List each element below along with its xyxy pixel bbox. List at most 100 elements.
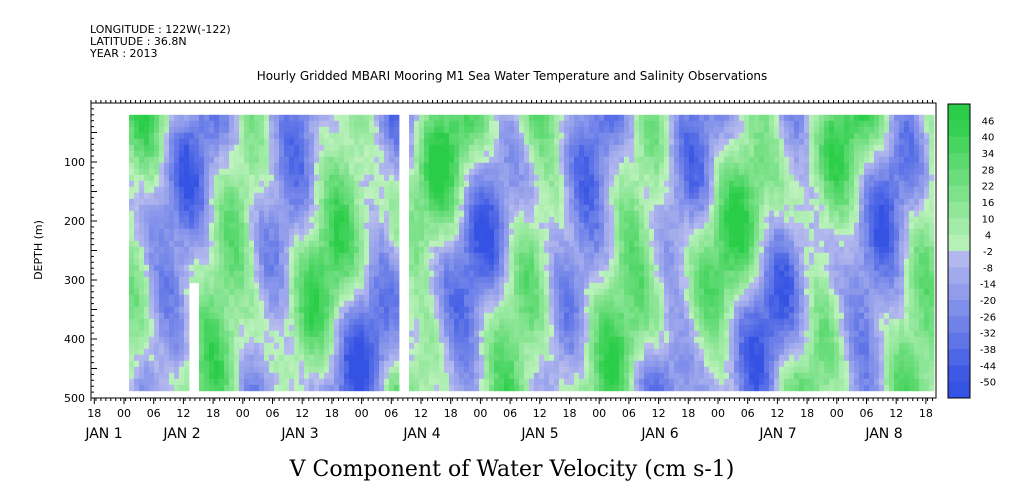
heatmap-cell (134, 264, 140, 272)
heatmap-cell (429, 384, 435, 392)
heatmap-cell (274, 198, 280, 206)
heatmap-cell (644, 336, 650, 344)
heatmap-cell (534, 216, 540, 224)
heatmap-cell (374, 144, 380, 152)
heatmap-cell (644, 348, 650, 356)
heatmap-cell (554, 288, 560, 296)
heatmap-cell (139, 360, 145, 368)
heatmap-cell (454, 258, 460, 266)
heatmap-cell (619, 120, 625, 128)
heatmap-cell (444, 186, 450, 194)
heatmap-cell (679, 366, 685, 374)
heatmap-cell (669, 144, 675, 152)
heatmap-cell (664, 120, 670, 128)
heatmap-cell (269, 330, 275, 338)
heatmap-cell (459, 342, 465, 350)
heatmap-cell (444, 264, 450, 272)
heatmap-cell (384, 222, 390, 230)
heatmap-cell (604, 360, 610, 368)
heatmap-cell (334, 162, 340, 170)
heatmap-cell (319, 222, 325, 230)
heatmap-cell (329, 216, 335, 224)
heatmap-cell (249, 174, 255, 182)
heatmap-cell (184, 222, 190, 230)
heatmap-cell (649, 258, 655, 266)
heatmap-cell (524, 360, 530, 368)
heatmap-cell (339, 306, 345, 314)
heatmap-cell (234, 138, 240, 146)
heatmap-cell (624, 174, 630, 182)
heatmap-cell (199, 360, 205, 368)
heatmap-cell (584, 378, 590, 386)
heatmap-cell (194, 144, 200, 152)
heatmap-cell (619, 282, 625, 290)
heatmap-cell (304, 330, 310, 338)
heatmap-cell (459, 156, 465, 164)
heatmap-cell (279, 288, 285, 296)
heatmap-cell (639, 132, 645, 140)
heatmap-cell (434, 306, 440, 314)
heatmap-cell (374, 264, 380, 272)
heatmap-cell (239, 366, 245, 374)
heatmap-cell (664, 222, 670, 230)
heatmap-cell (634, 180, 640, 188)
heatmap-cell (324, 348, 330, 356)
heatmap-cell (649, 156, 655, 164)
heatmap-cell (629, 264, 635, 272)
heatmap-cell (169, 246, 175, 254)
heatmap-cell (629, 378, 635, 386)
heatmap-cell (659, 258, 665, 266)
heatmap-cell (584, 156, 590, 164)
heatmap-cell (409, 270, 415, 278)
heatmap-cell (529, 348, 535, 356)
heatmap-cell (514, 276, 520, 284)
heatmap-cell (519, 234, 525, 242)
heatmap-cell (159, 288, 165, 296)
heatmap-cell (149, 342, 155, 350)
heatmap-cell (624, 258, 630, 266)
heatmap-cell (579, 186, 585, 194)
heatmap-cell (354, 246, 360, 254)
heatmap-cell (484, 270, 490, 278)
heatmap-cell (424, 144, 430, 152)
heatmap-cell (539, 150, 545, 158)
heatmap-cell (289, 384, 295, 392)
heatmap-cell (459, 372, 465, 380)
heatmap-cell (424, 114, 430, 122)
heatmap-cell (149, 156, 155, 164)
heatmap-cell (469, 168, 475, 176)
heatmap-cell (364, 234, 370, 242)
heatmap-cell (289, 294, 295, 302)
heatmap-cell (539, 288, 545, 296)
heatmap-cell (429, 270, 435, 278)
heatmap-cell (319, 210, 325, 218)
heatmap-cell (374, 246, 380, 254)
heatmap-cell (639, 354, 645, 362)
heatmap-cell (429, 120, 435, 128)
heatmap-cell (234, 240, 240, 248)
heatmap-cell (169, 168, 175, 176)
heatmap-cell (129, 318, 135, 326)
heatmap-cell (204, 150, 210, 158)
heatmap-cell (184, 300, 190, 308)
heatmap-cell (474, 348, 480, 356)
heatmap-cell (379, 384, 385, 392)
heatmap-cell (289, 246, 295, 254)
heatmap-cell (579, 318, 585, 326)
heatmap-cell (304, 216, 310, 224)
heatmap-cell (554, 114, 560, 122)
heatmap-cell (639, 114, 645, 122)
heatmap-cell (129, 186, 135, 194)
heatmap-cell (559, 372, 565, 380)
heatmap-cell (359, 168, 365, 176)
heatmap-cell (249, 186, 255, 194)
heatmap-cell (294, 246, 300, 254)
heatmap-cell (254, 168, 260, 176)
heatmap-cell (179, 378, 185, 386)
heatmap-cell (209, 372, 215, 380)
heatmap-cell (324, 246, 330, 254)
heatmap-cell (309, 252, 315, 260)
heatmap-cell (204, 288, 210, 296)
heatmap-cell (164, 258, 170, 266)
heatmap-cell (229, 366, 235, 374)
